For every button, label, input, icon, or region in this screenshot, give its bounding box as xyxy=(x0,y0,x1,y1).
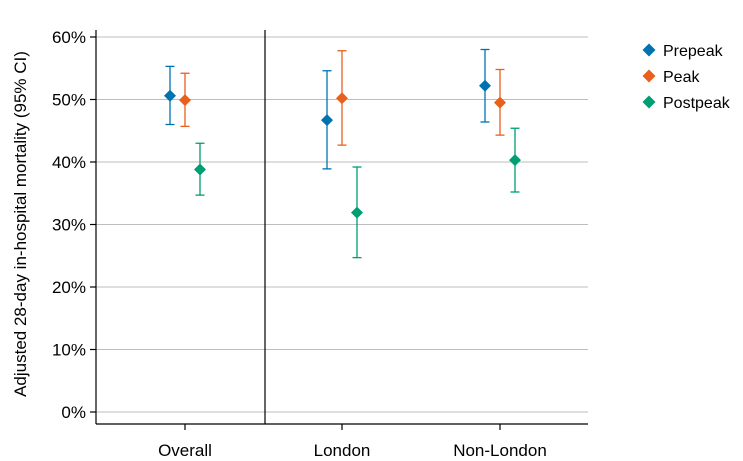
data-point-peak xyxy=(494,96,506,109)
y-tick-label: 10% xyxy=(52,341,86,360)
y-tick-label: 40% xyxy=(52,153,86,172)
data-series xyxy=(164,48,521,259)
legend-marker-peak xyxy=(642,69,656,83)
x-tick-label: Non-London xyxy=(453,441,547,460)
legend-label-peak: Peak xyxy=(663,69,700,86)
x-tick-labels: Overall London Non-London xyxy=(158,441,547,460)
x-tick-label: Overall xyxy=(158,441,212,460)
y-tick-label: 0% xyxy=(61,403,86,422)
y-tick-label: 50% xyxy=(52,91,86,110)
series-peak xyxy=(179,50,506,146)
axes xyxy=(90,30,588,430)
y-axis-label: Adjusted 28-day in-hospital mortality (9… xyxy=(11,51,30,397)
data-point-prepeak xyxy=(164,89,176,102)
data-point-postpeak xyxy=(194,163,206,176)
legend-label-postpeak: Postpeak xyxy=(663,95,731,112)
series-postpeak xyxy=(194,127,521,259)
y-tick-label: 60% xyxy=(52,28,86,47)
legend-marker-prepeak xyxy=(642,43,656,57)
y-tick-labels: 0% 10% 20% 30% 40% 50% 60% xyxy=(52,28,86,422)
data-point-postpeak xyxy=(351,206,363,219)
series-prepeak xyxy=(164,48,491,170)
data-point-peak xyxy=(336,92,348,105)
data-point-prepeak xyxy=(479,79,491,92)
legend-marker-postpeak xyxy=(642,95,656,109)
x-tick-label: London xyxy=(314,441,371,460)
data-point-postpeak xyxy=(509,154,521,167)
data-point-peak xyxy=(179,94,191,107)
legend-label-prepeak: Prepeak xyxy=(663,43,724,60)
y-tick-label: 30% xyxy=(52,216,86,235)
legend: Prepeak Peak Postpeak xyxy=(642,43,731,112)
data-point-prepeak xyxy=(321,114,333,127)
y-tick-label: 20% xyxy=(52,278,86,297)
